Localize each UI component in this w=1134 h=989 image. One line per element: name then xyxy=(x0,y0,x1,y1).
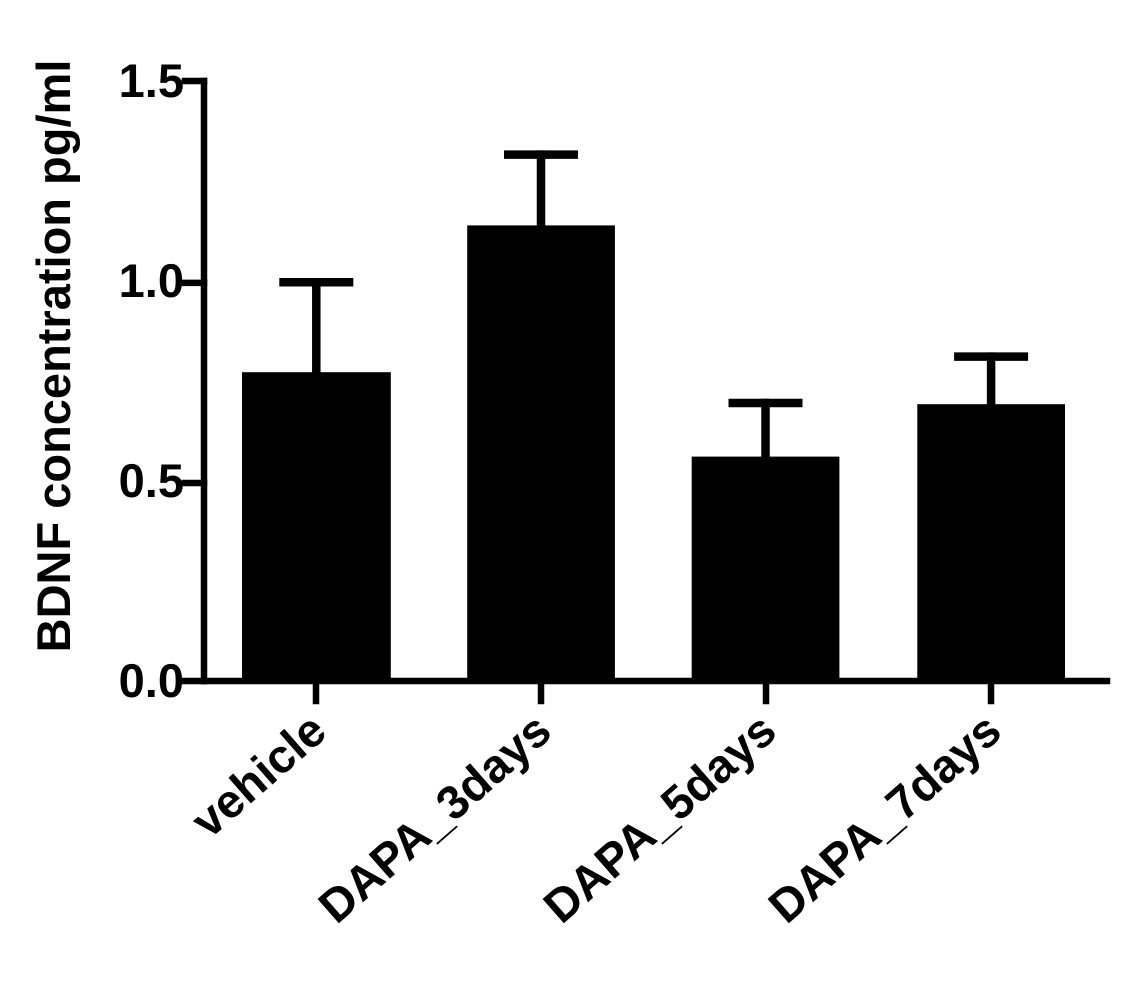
svg-text:1.0: 1.0 xyxy=(119,254,184,307)
svg-text:1.5: 1.5 xyxy=(119,54,184,107)
svg-text:0.5: 0.5 xyxy=(119,454,184,507)
svg-text:0.0: 0.0 xyxy=(119,654,184,707)
svg-text:BDNF concentration pg/ml: BDNF concentration pg/ml xyxy=(27,60,80,653)
